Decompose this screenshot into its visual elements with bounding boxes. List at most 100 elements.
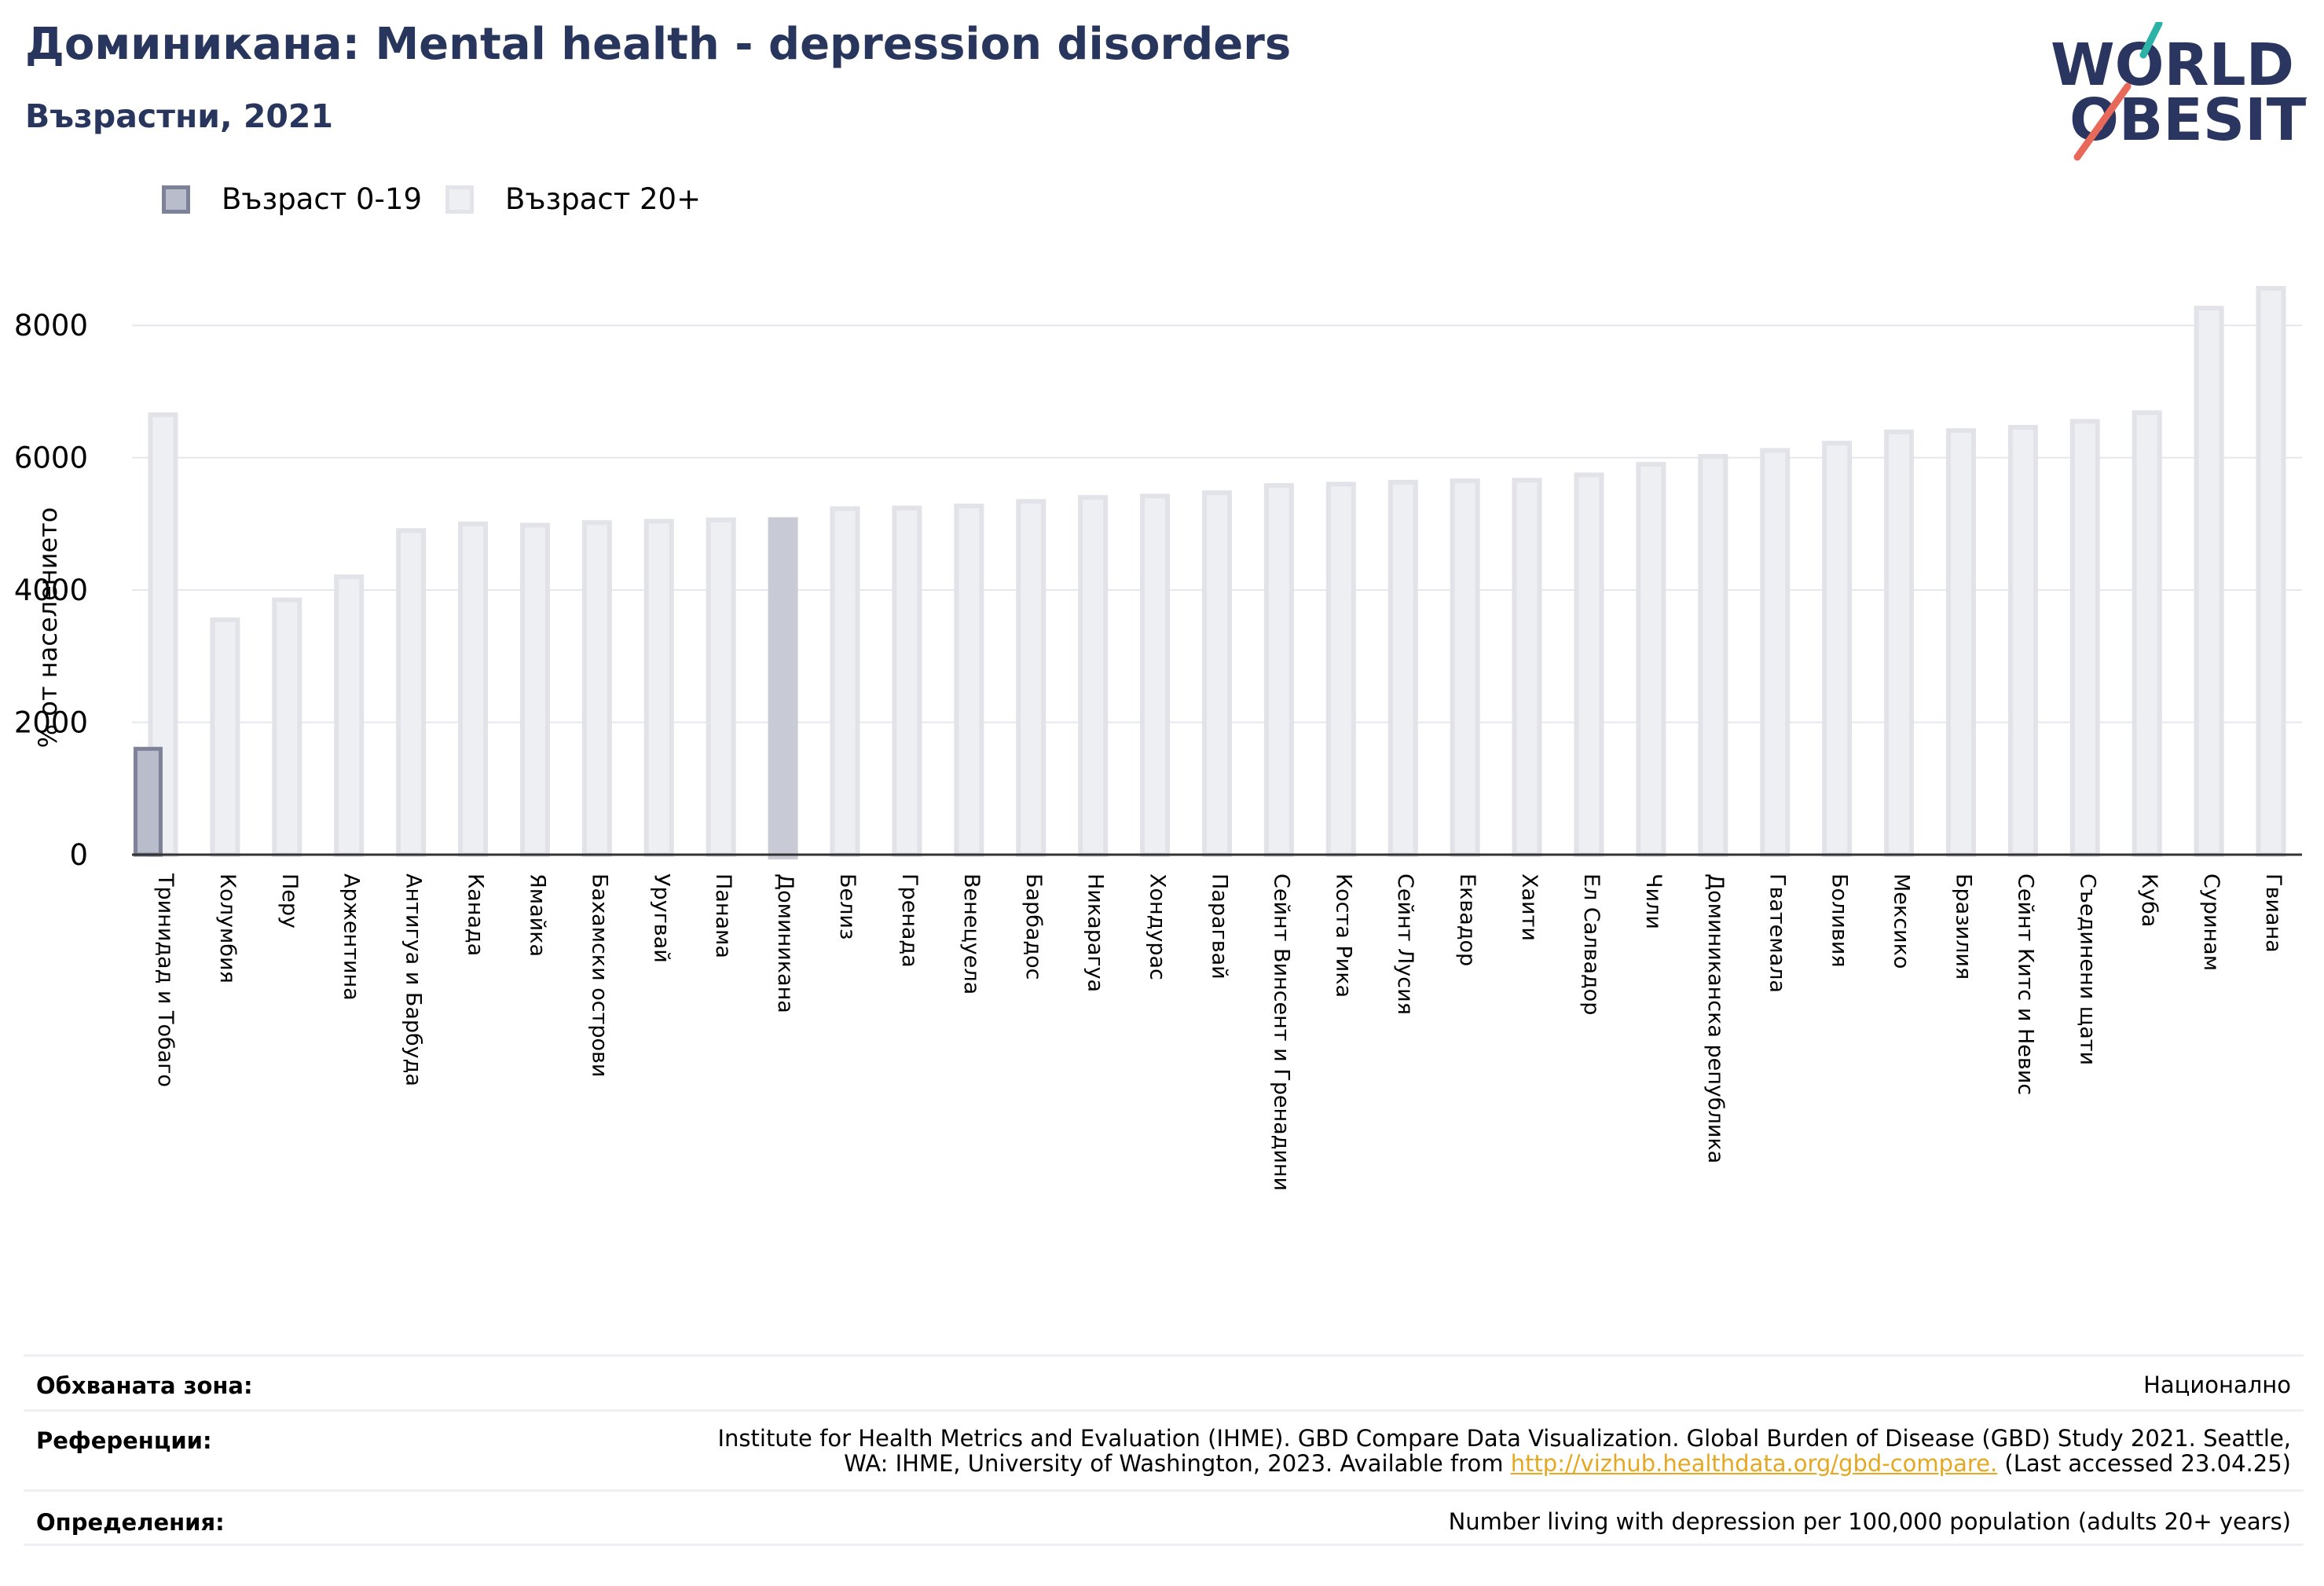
logo-accent-teal: [2139, 22, 2163, 59]
bar-age-20-plus: [954, 504, 984, 857]
x-tick-label: Перу: [277, 874, 302, 929]
chart-legend: Възраст 0-19 Възраст 20+: [162, 182, 724, 216]
bar-age-20-plus: [334, 574, 365, 857]
bar-age-20-plus: [2069, 419, 2100, 857]
bar-age-20-plus: [1263, 483, 1294, 857]
bar-chart: 0 2000 4000 6000 8000 % от населението Тринида…: [14, 286, 2302, 1191]
x-tick-label: Чили: [1641, 874, 1666, 929]
bar-age-20-plus: [706, 517, 736, 858]
x-tick-label: Панама: [711, 874, 735, 958]
bar-age-20-plus: [830, 506, 860, 857]
bar-age-20-plus: [2132, 410, 2162, 857]
references-link[interactable]: http://vizhub.healthdata.org/gbd-compare…: [1510, 1450, 1998, 1477]
x-tick-label: Тринидад и Тобаго: [153, 873, 178, 1087]
bar-age-20-plus: [519, 522, 550, 857]
x-tick-label: Хаити: [1517, 874, 1541, 941]
info-row-coverage: Обхваната зона: Национално: [24, 1354, 2304, 1409]
coverage-label: Обхваната зона:: [36, 1372, 253, 1399]
bar-age-20-plus: [458, 521, 489, 858]
bar-age-20-plus: [581, 520, 612, 858]
x-tick-label: Сейнт Винсент и Гренадини: [1269, 874, 1293, 1191]
x-tick-label: Суринам: [2199, 874, 2223, 971]
definitions-value: Number living with depression per 100,00…: [1448, 1508, 2291, 1535]
x-tick-label: Венецуела: [959, 874, 984, 994]
y-tick-label: 2000: [14, 706, 88, 740]
bar-age-20-plus: [1760, 448, 1791, 857]
legend-item-age-20-plus[interactable]: Възраст 20+: [445, 182, 701, 216]
x-tick-label: Еквадор: [1455, 874, 1479, 966]
x-tick-label: Аржентина: [339, 874, 364, 1001]
x-tick-label: Сейнт Лусия: [1393, 874, 1417, 1015]
x-tick-label: Боливия: [1827, 874, 1852, 968]
logo-line1: WORLD: [2051, 31, 2294, 99]
info-row-definitions: Определения: Number living with depressi…: [24, 1489, 2304, 1546]
references-value: Institute for Health Metrics and Evaluat…: [717, 1426, 2291, 1476]
x-tick-label: Сейнт Китс и Невис: [2013, 874, 2037, 1095]
x-tick-label: Ямайка: [525, 874, 549, 957]
bar-age-20-plus: [1078, 495, 1109, 857]
x-tick-label: Колумбия: [215, 874, 240, 983]
bar-age-20-plus: [2007, 424, 2038, 857]
legend-label-age-20-plus: Възраст 20+: [505, 182, 702, 216]
references-label: Референции:: [36, 1427, 212, 1454]
x-tick-label: Гвиана: [2261, 874, 2286, 953]
x-tick-label: Доминикана: [773, 874, 797, 1013]
x-tick-label: Уругвай: [649, 874, 673, 963]
world-obesity-logo: WORLD OBESITY: [2051, 22, 2307, 161]
bar-age-20-plus: [1325, 482, 1356, 857]
legend-item-age-0-19[interactable]: Възраст 0-19: [162, 182, 422, 216]
x-tick-label: Мексико: [1890, 874, 1914, 969]
bar-age-20-plus: [272, 597, 302, 857]
bar-age-20-plus: [892, 505, 922, 857]
bar-age-20-plus: [1636, 462, 1666, 857]
info-row-references: Референции: Institute for Health Metrics…: [24, 1409, 2304, 1489]
bar-age-20-plus: [210, 617, 240, 857]
coverage-value: Национално: [2143, 1372, 2291, 1398]
bar-age-20-plus: [1387, 479, 1418, 858]
definitions-label: Определения:: [36, 1509, 225, 1536]
y-tick-label: 4000: [14, 573, 88, 607]
bar-age-20-plus: [1450, 478, 1480, 858]
bar-age-20-plus: [643, 518, 674, 858]
bar-age-20-plus: [1945, 428, 1976, 857]
bar-age-20-plus: [1698, 453, 1728, 858]
x-tick-label: Хондурас: [1146, 874, 1170, 980]
x-tick-label: Белиз: [835, 874, 860, 940]
legend-swatch-age-0-19: [162, 185, 190, 214]
logo-line2: OBESITY: [2069, 86, 2307, 154]
x-tick-label: Никарагуа: [1083, 874, 1108, 992]
y-tick-label: 6000: [14, 441, 88, 475]
x-tick-label: Гренада: [897, 874, 922, 968]
legend-label-age-0-19: Възраст 0-19: [222, 182, 422, 216]
x-tick-label: Канада: [464, 874, 488, 956]
bar-age-20-plus: [1822, 441, 1853, 857]
x-tick-label: Антигуа и Барбуда: [401, 874, 426, 1086]
references-line2-post: (Last accessed 23.04.25): [1997, 1450, 2291, 1477]
x-tick-label: Куба: [2137, 874, 2161, 927]
y-tick-label: 8000: [14, 309, 88, 342]
y-tick-label: 0: [69, 838, 88, 872]
page-title: Доминикана: Mental health - depression d…: [25, 19, 1292, 70]
bar-age-20-plus: [1884, 429, 1915, 857]
legend-swatch-age-20-plus: [445, 185, 474, 214]
references-line1: Institute for Health Metrics and Evaluat…: [717, 1425, 2291, 1452]
page-subtitle: Възрастни, 2021: [25, 97, 333, 135]
references-line2-pre: WA: IHME, University of Washington, 2023…: [844, 1450, 1511, 1477]
bar-age-0-19: [133, 746, 163, 857]
bar-age-20-plus: [768, 517, 798, 859]
bar-age-20-plus: [1140, 493, 1171, 857]
x-tick-label: Парагвай: [1208, 874, 1232, 980]
info-table: Обхваната зона: Национално Референции: I…: [24, 1354, 2304, 1546]
bar-age-20-plus: [1512, 478, 1542, 858]
y-axis-label: % от населението: [33, 507, 63, 749]
x-tick-label: Съединени щати: [2075, 874, 2099, 1065]
x-tick-label: Барбадос: [1021, 874, 1046, 980]
logo-accent-red: [2073, 82, 2132, 161]
bar-age-20-plus: [396, 528, 427, 857]
x-tick-label: Бразилия: [1951, 874, 1975, 980]
x-tick-label: Бахамски острови: [587, 874, 611, 1077]
references-line2: WA: IHME, University of Washington, 2023…: [717, 1451, 2291, 1476]
bar-age-20-plus: [1016, 499, 1047, 858]
bar-age-20-plus: [1574, 472, 1604, 857]
x-tick-label: Доминиканска република: [1703, 874, 1728, 1163]
